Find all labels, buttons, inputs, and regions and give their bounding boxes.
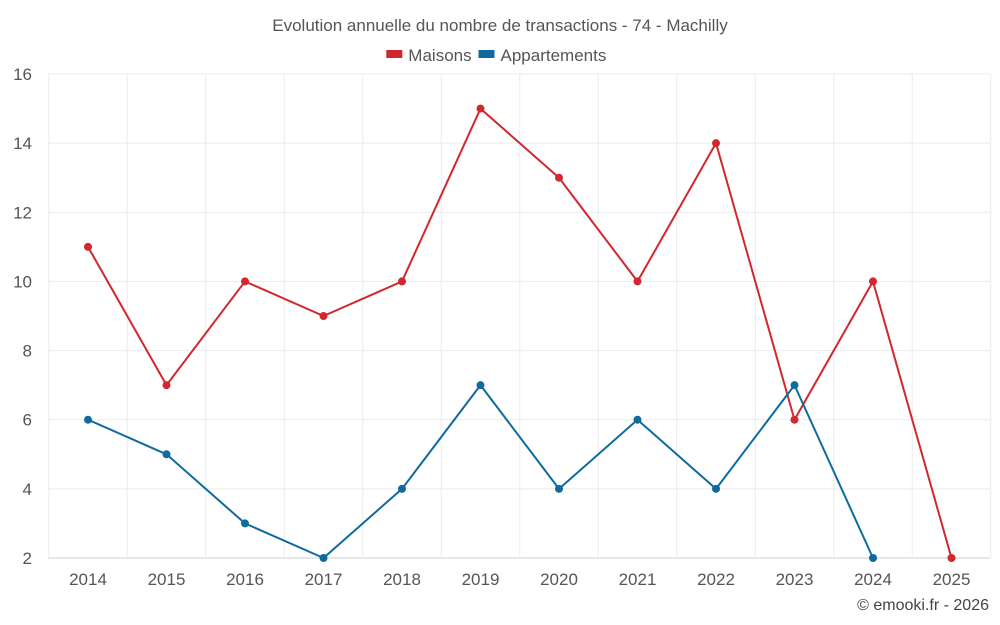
grid [48, 73, 992, 559]
data-point-maisons[interactable] [869, 277, 877, 286]
data-point-maisons[interactable] [555, 173, 563, 182]
series-group [84, 104, 956, 562]
y-tick-label: 6 [23, 411, 32, 430]
y-tick-label: 12 [13, 203, 32, 222]
data-point-appartements[interactable] [476, 381, 485, 390]
x-tick-label: 2017 [305, 570, 343, 589]
x-tick-label: 2016 [226, 570, 264, 589]
data-point-maisons[interactable] [790, 415, 799, 424]
data-point-appartements[interactable] [790, 381, 799, 390]
x-tick-label: 2023 [776, 570, 814, 589]
data-point-appartements[interactable] [712, 484, 720, 493]
credit-text: © emooki.fr - 2026 [857, 597, 989, 614]
data-point-appartements[interactable] [555, 484, 563, 493]
y-tick-label: 10 [13, 272, 32, 291]
series-line-maisons [87, 107, 953, 559]
x-tick-label: 2025 [933, 570, 971, 589]
y-tick-label: 8 [23, 342, 32, 361]
data-point-appartements[interactable] [84, 415, 92, 424]
y-tick-label: 16 [13, 65, 32, 84]
legend-label-maisons[interactable]: Maisons [408, 46, 471, 65]
data-point-appartements[interactable] [633, 415, 642, 424]
data-point-maisons[interactable] [319, 312, 328, 320]
data-point-maisons[interactable] [947, 554, 956, 562]
data-point-appartements[interactable] [241, 519, 249, 528]
x-tick-label: 2014 [69, 570, 107, 589]
legend-swatch-maisons[interactable] [386, 50, 403, 58]
x-tick-label: 2021 [619, 570, 657, 589]
x-tick-label: 2018 [383, 570, 421, 589]
data-point-maisons[interactable] [398, 277, 406, 286]
chart-title: Evolution annuelle du nombre de transact… [272, 16, 728, 35]
x-tick-label: 2024 [854, 570, 892, 589]
legend-label-appartements[interactable]: Appartements [501, 46, 607, 65]
y-tick-label: 14 [13, 134, 32, 153]
data-point-maisons[interactable] [712, 139, 720, 148]
x-tick-label: 2019 [462, 570, 500, 589]
x-axis: 2014 2015 2016 2017 2018 2019 2020 2021 2022 2023… [69, 570, 970, 589]
data-point-maisons[interactable] [84, 242, 92, 251]
data-point-maisons[interactable] [162, 381, 171, 390]
x-tick-label: 2020 [540, 570, 578, 589]
data-point-appartements[interactable] [162, 450, 171, 459]
data-point-maisons[interactable] [633, 277, 642, 286]
y-tick-label: 4 [23, 480, 32, 499]
legend: Maisons Appartements [386, 46, 606, 65]
legend-swatch-appartements[interactable] [478, 50, 495, 58]
x-tick-label: 2015 [148, 570, 186, 589]
data-point-appartements[interactable] [398, 484, 406, 493]
data-point-maisons[interactable] [476, 104, 485, 113]
y-axis: 2 4 6 8 10 12 14 16 [13, 65, 32, 568]
x-tick-label: 2022 [697, 570, 735, 589]
data-point-appartements[interactable] [319, 554, 328, 562]
y-tick-label: 2 [23, 549, 32, 568]
data-point-appartements[interactable] [869, 554, 877, 562]
data-point-maisons[interactable] [241, 277, 249, 286]
